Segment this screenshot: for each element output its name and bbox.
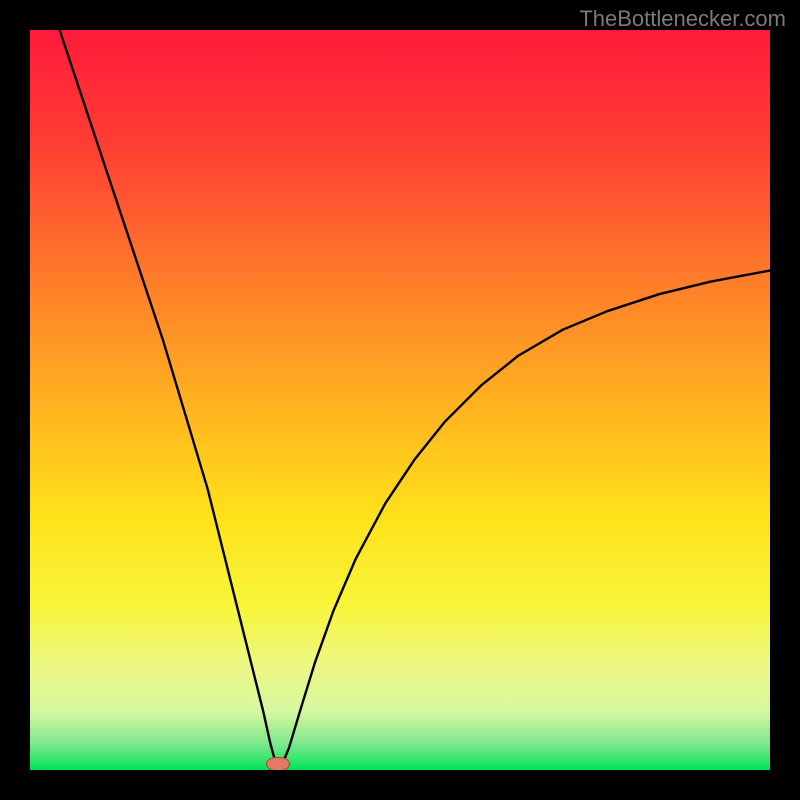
curve-path <box>60 30 770 766</box>
optimum-marker <box>266 757 290 770</box>
bottleneck-curve <box>30 30 770 770</box>
watermark-text: TheBottlenecker.com <box>579 6 786 32</box>
plot-area <box>30 30 770 770</box>
